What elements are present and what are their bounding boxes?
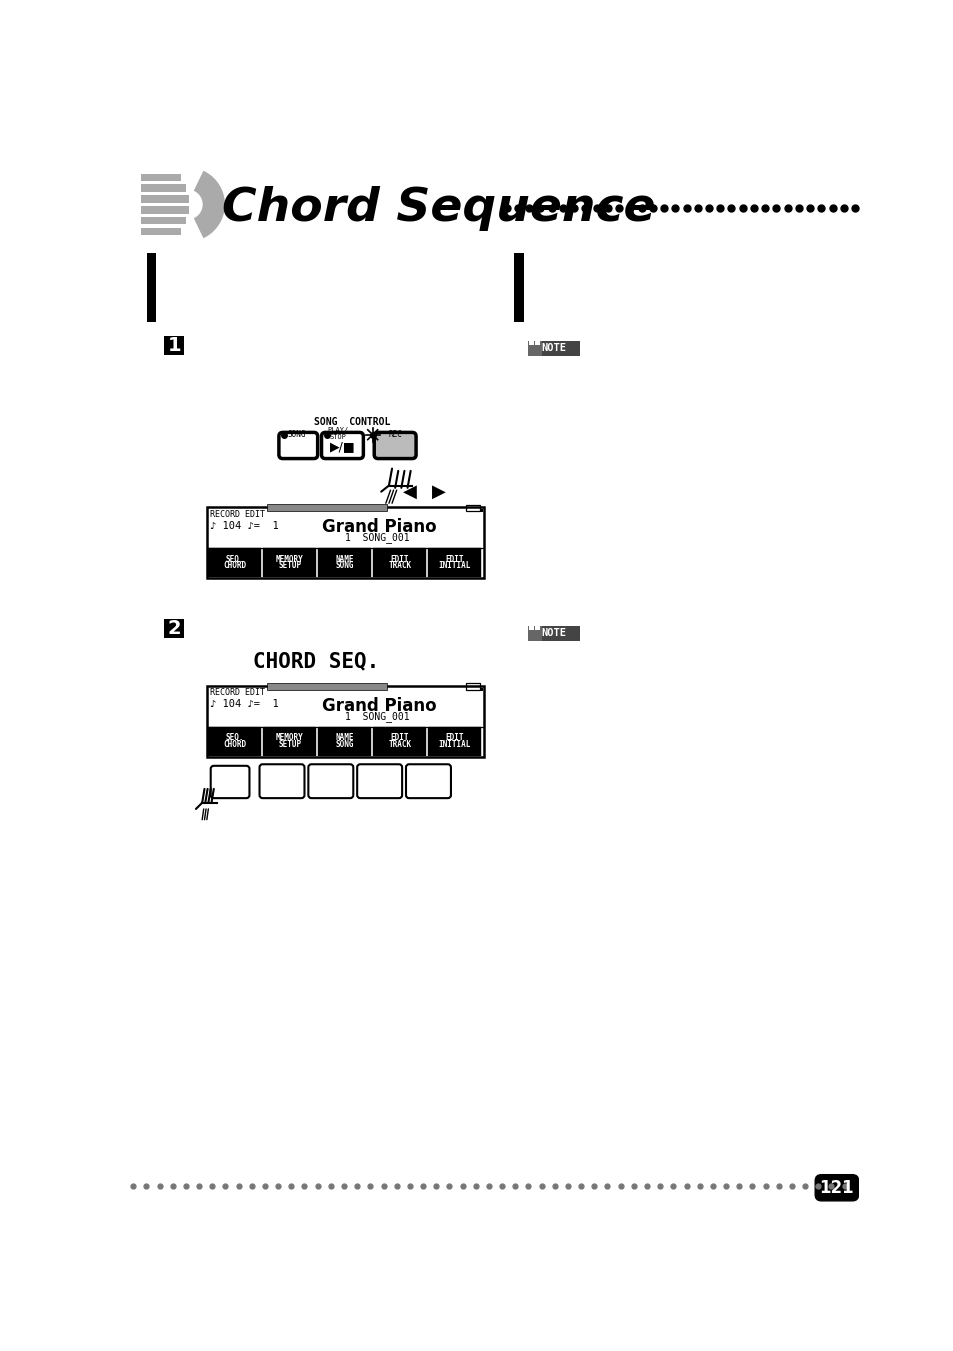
Text: 1  SONG_001: 1 SONG_001	[344, 532, 409, 543]
Text: CHORD: CHORD	[223, 740, 246, 748]
Text: SEQ.: SEQ.	[225, 734, 244, 742]
Text: CHORD SEQ.: CHORD SEQ.	[253, 651, 378, 671]
Bar	[373, 727, 426, 755]
Text: REC: REC	[388, 430, 401, 439]
Text: Grand Piano: Grand Piano	[321, 697, 436, 715]
Bar	[465, 684, 479, 689]
FancyBboxPatch shape	[321, 432, 363, 458]
Text: CHORD: CHORD	[223, 562, 246, 570]
FancyBboxPatch shape	[356, 765, 402, 798]
Bar	[479, 688, 482, 692]
Text: SONG: SONG	[335, 740, 354, 748]
FancyBboxPatch shape	[308, 765, 353, 798]
Bar	[527, 626, 579, 642]
Bar	[529, 626, 534, 630]
Bar	[373, 549, 426, 577]
Bar	[164, 336, 184, 354]
Text: STOP: STOP	[329, 434, 346, 440]
Text: EDIT: EDIT	[445, 734, 463, 742]
FancyBboxPatch shape	[211, 766, 249, 798]
Bar	[207, 686, 484, 757]
Text: SONG: SONG	[335, 562, 354, 570]
Bar	[208, 549, 261, 577]
Text: EDIT: EDIT	[445, 554, 463, 563]
Text: 2: 2	[168, 619, 181, 638]
Bar	[529, 619, 534, 623]
Text: NOTE: NOTE	[541, 628, 566, 639]
Bar	[263, 549, 315, 577]
Bar	[428, 549, 480, 577]
Bar	[318, 549, 371, 577]
Text: ▶: ▶	[432, 482, 446, 501]
Text: 121: 121	[819, 1179, 853, 1197]
Text: NOTE: NOTE	[541, 343, 566, 354]
Text: INITIAL: INITIAL	[438, 562, 471, 570]
Text: MEMORY: MEMORY	[275, 554, 303, 563]
Bar	[527, 340, 579, 357]
Bar	[318, 727, 371, 755]
Bar	[263, 727, 315, 755]
Text: INITIAL: INITIAL	[438, 740, 471, 748]
Text: Chord Sequence: Chord Sequence	[221, 186, 655, 231]
Bar	[141, 174, 181, 181]
Bar	[527, 340, 541, 357]
Bar	[141, 185, 186, 192]
Bar	[428, 727, 480, 755]
FancyBboxPatch shape	[278, 432, 317, 458]
Text: SEQ.: SEQ.	[225, 554, 244, 563]
FancyBboxPatch shape	[374, 432, 416, 458]
Bar	[479, 509, 482, 512]
Bar	[141, 227, 181, 235]
Text: 1: 1	[168, 336, 181, 355]
Bar	[164, 620, 184, 638]
Text: NAME: NAME	[335, 554, 354, 563]
Bar	[208, 727, 261, 755]
Text: SETUP: SETUP	[278, 562, 301, 570]
Bar	[141, 196, 189, 203]
Bar	[535, 334, 539, 339]
Text: TRACK: TRACK	[388, 740, 411, 748]
Bar	[141, 216, 186, 224]
Text: SETUP: SETUP	[278, 740, 301, 748]
Bar	[527, 626, 541, 642]
FancyBboxPatch shape	[815, 1174, 858, 1201]
Text: PLAY/: PLAY/	[327, 427, 348, 434]
Text: RECORD EDIT: RECORD EDIT	[210, 509, 265, 519]
Text: SONG  CONTROL: SONG CONTROL	[314, 417, 390, 427]
Bar	[267, 682, 387, 689]
Bar	[147, 253, 156, 323]
Bar	[141, 205, 189, 213]
Text: ♪ 104 ♪=  1: ♪ 104 ♪= 1	[210, 700, 278, 709]
Text: RECORD EDIT: RECORD EDIT	[210, 688, 265, 697]
Bar	[529, 334, 534, 339]
Text: NAME: NAME	[335, 734, 354, 742]
Text: ▶/■: ▶/■	[330, 439, 355, 453]
Bar	[535, 619, 539, 623]
Bar	[207, 507, 484, 578]
Bar	[267, 504, 387, 511]
Bar	[514, 253, 523, 323]
Text: TRACK: TRACK	[388, 562, 411, 570]
Bar	[465, 505, 479, 511]
FancyBboxPatch shape	[259, 765, 304, 798]
Text: Grand Piano: Grand Piano	[321, 517, 436, 536]
Bar	[529, 340, 534, 345]
Bar	[535, 340, 539, 345]
Text: EDIT: EDIT	[390, 554, 409, 563]
FancyBboxPatch shape	[406, 765, 451, 798]
Text: EDIT: EDIT	[390, 734, 409, 742]
Text: MEMORY: MEMORY	[275, 734, 303, 742]
Bar	[535, 626, 539, 630]
Text: SONG: SONG	[287, 430, 306, 439]
Text: 1  SONG_001: 1 SONG_001	[344, 711, 409, 721]
Text: ♪ 104 ♪=  1: ♪ 104 ♪= 1	[210, 520, 278, 531]
Text: ◀: ◀	[402, 482, 416, 501]
